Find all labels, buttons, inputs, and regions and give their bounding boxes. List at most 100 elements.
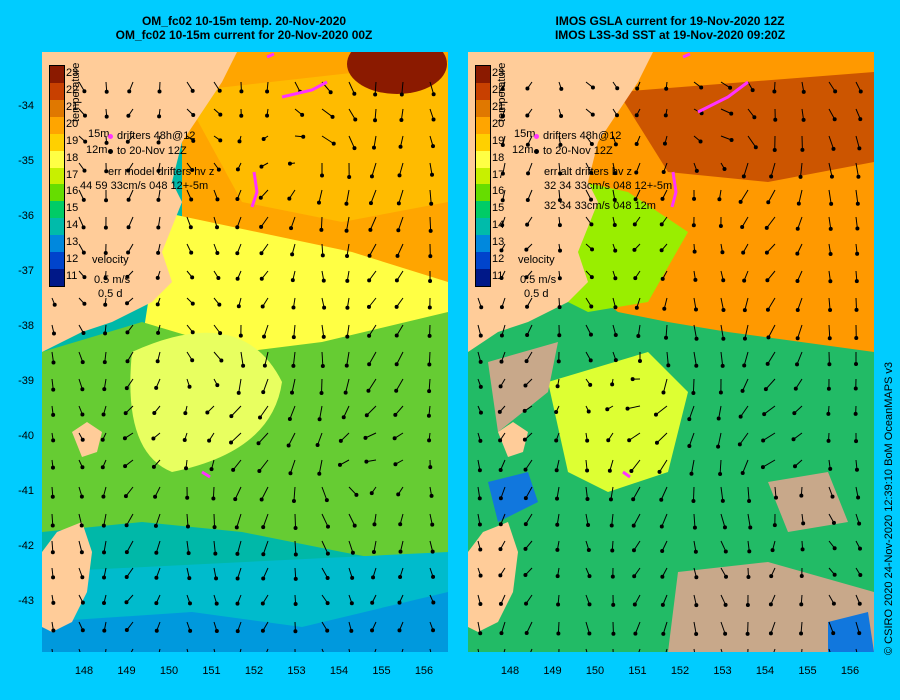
velocity-arrow xyxy=(797,297,803,311)
legend-depth-top: 15m xyxy=(88,128,110,140)
velocity-arrow-head xyxy=(325,524,330,529)
velocity-arrow-head xyxy=(124,628,129,633)
velocity-arrow-head xyxy=(632,247,637,252)
colorbar-label: 18 xyxy=(66,151,79,164)
velocity-arrow-head xyxy=(659,222,664,227)
velocity-arrow-head xyxy=(664,86,669,91)
velocity-arrow-head xyxy=(337,462,342,467)
velocity-arrow-head xyxy=(721,336,726,341)
velocity-arrow-head xyxy=(613,171,618,176)
velocity-arrow xyxy=(261,486,269,500)
velocity-arrow-head xyxy=(662,141,667,146)
velocity-arrow-head xyxy=(763,387,768,392)
velocity-arrow-head xyxy=(691,223,696,228)
velocity-arrow-head xyxy=(718,390,723,395)
velocity-arrow xyxy=(319,405,323,420)
land-flinders xyxy=(72,422,102,457)
err-line1: err alt drifters hv z xyxy=(544,166,633,178)
velocity-arrow-head xyxy=(856,495,861,500)
velocity-arrow-head xyxy=(350,575,355,580)
velocity-arrow-head xyxy=(218,331,223,336)
velocity-arrow xyxy=(742,459,749,474)
velocity-arrow xyxy=(348,540,354,553)
velocity-arrow-head xyxy=(205,410,210,415)
velocity-arrow-head xyxy=(633,276,638,281)
velocity-arrow-head xyxy=(858,546,863,551)
velocity-arrow-head xyxy=(186,551,191,556)
velocity-arrow xyxy=(401,648,404,652)
velocity-arrow-head xyxy=(853,386,858,391)
cloud-gap xyxy=(488,342,874,652)
velocity-arrow-head xyxy=(625,406,630,411)
velocity-arrow xyxy=(230,405,242,417)
blue-south xyxy=(42,592,448,652)
lat-tick: -40 xyxy=(18,430,34,442)
velocity-arrow-head xyxy=(50,523,55,528)
velocity-arrow-head xyxy=(661,169,666,174)
colorbar-swatch xyxy=(476,150,490,168)
velocity-arrow xyxy=(260,216,269,228)
velocity-arrow-head xyxy=(738,199,743,204)
velocity-arrow xyxy=(317,432,323,446)
velocity-arrow-head xyxy=(301,134,306,139)
velocity-arrow-head xyxy=(524,247,529,252)
velocity-arrow-head xyxy=(316,200,321,205)
velocity-arrow-head xyxy=(799,493,804,498)
velocity-arrow-head xyxy=(660,602,665,607)
colorbar-title: temperature xyxy=(496,62,508,122)
velocity-arrow-head xyxy=(764,250,769,255)
velocity-arrow-head xyxy=(291,363,296,368)
velocity-arrow-head xyxy=(586,523,591,528)
velocity-arrow-head xyxy=(498,573,503,578)
velocity-arrow-head xyxy=(523,383,528,388)
velocity-arrow-head xyxy=(81,331,86,336)
lon-tick: 152 xyxy=(670,665,690,677)
velocity-arrow-head xyxy=(51,600,56,605)
velocity-arrow-head xyxy=(630,377,635,382)
velocity-arrow xyxy=(239,648,242,652)
velocity-arrow-head xyxy=(291,305,296,310)
velocity-arrow-head xyxy=(51,412,56,417)
velocity-arrow-head xyxy=(791,437,796,442)
lon-tick: 149 xyxy=(543,665,562,677)
velocity-arrow-head xyxy=(259,164,264,169)
velocity-arrow-head xyxy=(190,88,195,93)
velocity-arrow-head xyxy=(190,275,195,280)
velocity-arrow-head xyxy=(324,498,329,503)
lon-tick: 149 xyxy=(117,665,136,677)
velocity-arrow-head xyxy=(398,522,403,527)
velocity-arrow xyxy=(155,540,161,553)
velocity-arrow-head xyxy=(588,358,593,363)
velocity-arrow-head xyxy=(293,525,298,530)
colorbar xyxy=(475,65,491,287)
velocity-arrow-head xyxy=(500,143,505,148)
velocity-arrow-head xyxy=(525,86,530,91)
velocity-arrow-head xyxy=(394,304,399,309)
velocity-arrow-head xyxy=(854,279,859,284)
velocity-time: 0.5 d xyxy=(524,288,549,300)
velocity-arrow-head xyxy=(588,382,593,387)
velocity-arrow xyxy=(126,540,134,553)
velocity-arrow-head xyxy=(526,171,531,176)
velocity-arrow xyxy=(293,486,296,501)
velocity-arrow-head xyxy=(261,136,266,141)
velocity-arrow-head xyxy=(478,573,483,578)
velocity-arrow-head xyxy=(689,471,694,476)
velocity-arrow xyxy=(213,648,216,652)
velocity-arrow-head xyxy=(795,307,800,312)
velocity-arrow-head xyxy=(216,275,221,280)
velocity-arrow-head xyxy=(632,222,637,227)
velocity-arrow-head xyxy=(498,522,503,527)
velocity-arrow-head xyxy=(720,363,725,368)
velocity-arrow-head xyxy=(123,494,128,499)
colorbar-label: 18 xyxy=(492,151,505,164)
velocity-arrow-head xyxy=(631,548,636,553)
velocity-arrow-head xyxy=(399,92,404,97)
velocity-arrow-head xyxy=(371,145,376,150)
velocity-arrow-head xyxy=(235,601,240,606)
left-title-line1: OM_fc02 10-15m temp. 20-Nov-2020 xyxy=(141,14,347,28)
velocity-arrow-head xyxy=(319,227,324,232)
drifter-dot-icon xyxy=(534,133,539,139)
velocity-arrow xyxy=(370,189,377,204)
velocity-arrow-head xyxy=(524,601,529,606)
